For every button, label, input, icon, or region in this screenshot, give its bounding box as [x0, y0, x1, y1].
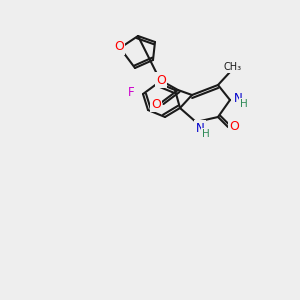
- Text: F: F: [128, 86, 134, 100]
- Text: O: O: [114, 40, 124, 53]
- Text: N: N: [196, 122, 204, 134]
- Text: H: H: [240, 99, 248, 109]
- Text: N: N: [234, 92, 242, 104]
- Text: CH₃: CH₃: [224, 62, 242, 72]
- Text: O: O: [229, 121, 239, 134]
- Text: O: O: [156, 74, 166, 86]
- Text: H: H: [202, 129, 210, 139]
- Text: O: O: [151, 98, 161, 110]
